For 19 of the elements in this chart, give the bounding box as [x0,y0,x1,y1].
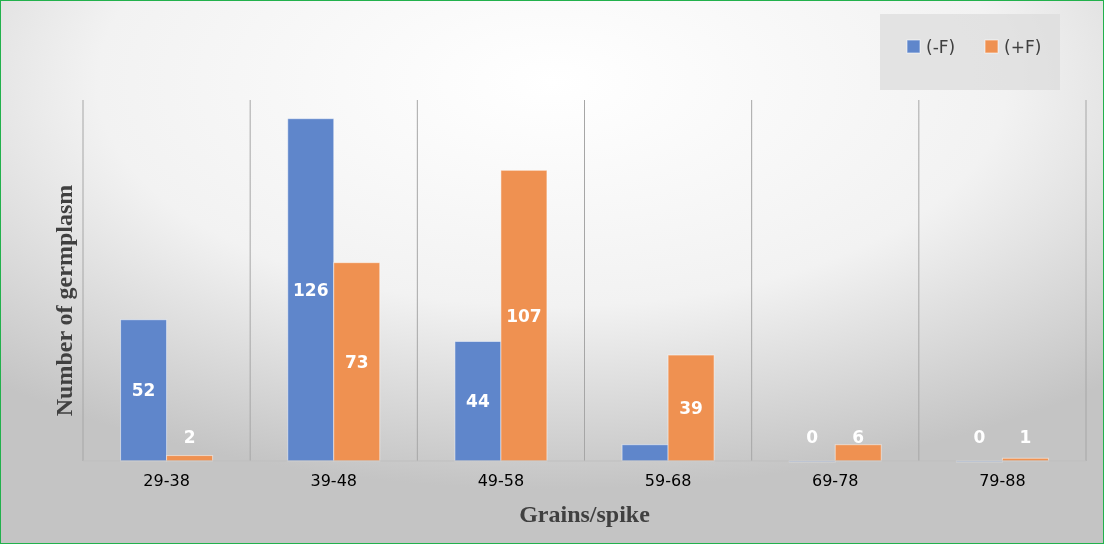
x-tick-label: 59-68 [644,471,692,490]
data-label: 0 [973,427,986,447]
data-label: 44 [466,391,490,412]
x-tick-label: 79-88 [979,471,1026,490]
data-label: 126 [293,279,329,300]
x-tick-label: 39-48 [310,471,357,490]
x-tick-label: 69-78 [812,471,859,490]
legend-label: (+F) [1004,37,1042,57]
y-axis-title: Number of germplasm [51,184,77,417]
x-tick-label: 49-58 [477,471,525,490]
data-label: 2 [183,427,196,447]
data-label: 107 [506,305,542,326]
data-label: 39 [679,398,703,419]
data-label: 73 [344,351,369,372]
x-axis-title: Grains/spike [519,501,651,527]
data-label: 52 [131,380,156,401]
legend-label: (-F) [926,37,956,57]
x-tick-label: 29-38 [143,471,190,490]
data-label: 1 [1019,427,1032,447]
